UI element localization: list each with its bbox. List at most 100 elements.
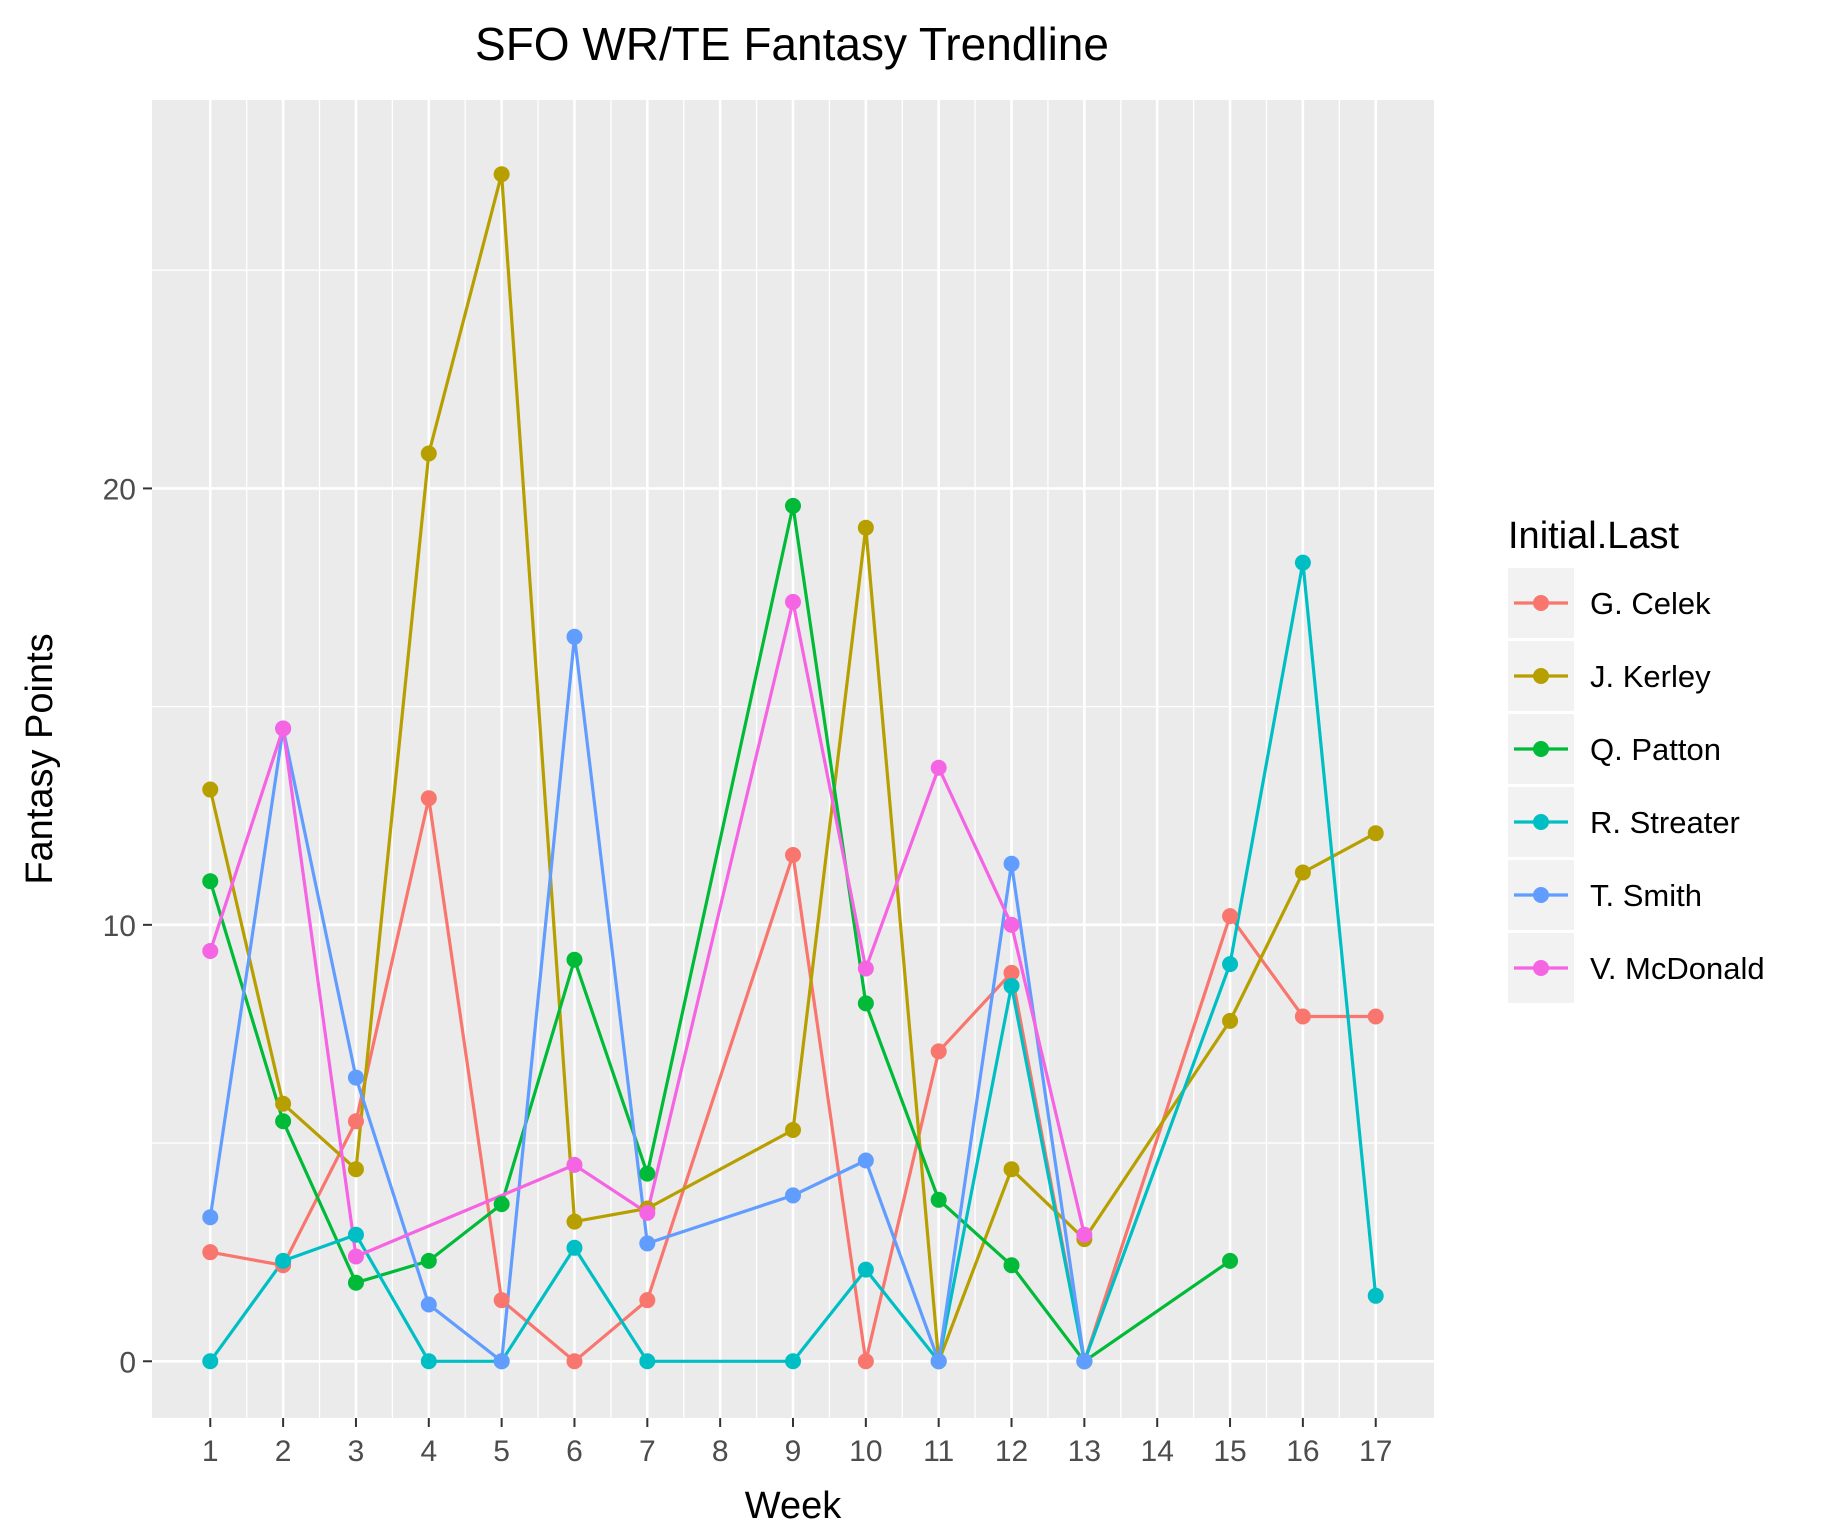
data-point bbox=[202, 781, 219, 798]
data-point bbox=[785, 847, 801, 864]
y-axis-title: Fantasy Points bbox=[19, 633, 61, 884]
data-point bbox=[1003, 855, 1020, 872]
data-point bbox=[566, 1213, 583, 1230]
data-point bbox=[930, 759, 947, 776]
legend-title: Initial.Last bbox=[1508, 515, 1680, 557]
data-point bbox=[857, 1261, 874, 1278]
x-tick-label: 6 bbox=[566, 1435, 583, 1468]
x-tick-label: 9 bbox=[785, 1435, 802, 1468]
y-tick-label: 10 bbox=[103, 910, 136, 943]
data-point bbox=[275, 1113, 292, 1130]
x-tick-label: 14 bbox=[1141, 1435, 1174, 1468]
data-point bbox=[1003, 1161, 1020, 1178]
x-tick-label: 2 bbox=[275, 1435, 292, 1468]
x-tick-label: 12 bbox=[995, 1435, 1028, 1468]
data-point bbox=[785, 1121, 801, 1138]
data-point bbox=[1367, 1287, 1384, 1304]
x-tick-label: 5 bbox=[493, 1435, 510, 1468]
data-point bbox=[1003, 916, 1020, 933]
data-point bbox=[639, 1165, 656, 1182]
data-point bbox=[566, 628, 583, 645]
data-point bbox=[857, 519, 874, 536]
data-point bbox=[420, 1353, 437, 1370]
legend-label: J. Kerley bbox=[1590, 659, 1711, 694]
x-axis: 1 2 3 4 5 6 7 8 9 10 11 12 13 14 15 16 17 bbox=[202, 1418, 1392, 1468]
data-point bbox=[347, 1113, 364, 1130]
y-tick-label: 0 bbox=[119, 1346, 136, 1379]
legend-keys: G. Celek J. Kerley Q. Patton R. Streater T. … bbox=[1508, 568, 1765, 1003]
data-point bbox=[420, 1252, 437, 1269]
data-point bbox=[857, 995, 874, 1012]
data-point bbox=[1222, 956, 1239, 973]
data-point bbox=[347, 1274, 364, 1291]
legend-key-point bbox=[1533, 960, 1549, 976]
data-point bbox=[785, 1187, 801, 1204]
legend-key-point bbox=[1533, 887, 1549, 903]
data-point bbox=[1367, 1008, 1384, 1025]
data-point bbox=[1222, 908, 1239, 925]
data-point bbox=[493, 166, 510, 183]
data-point bbox=[420, 445, 437, 462]
legend-label: R. Streater bbox=[1590, 805, 1740, 840]
data-point bbox=[639, 1292, 656, 1309]
data-point bbox=[347, 1069, 364, 1086]
data-point bbox=[1076, 1353, 1093, 1370]
data-point bbox=[275, 720, 292, 737]
legend: Initial.Last G. Celek J. Kerley Q. Patton R… bbox=[1508, 515, 1765, 1003]
data-point bbox=[639, 1353, 656, 1370]
grid-major bbox=[152, 100, 1434, 1418]
y-axis: 0 10 20 bbox=[103, 473, 152, 1379]
legend-key-point bbox=[1533, 741, 1549, 757]
x-tick-label: 8 bbox=[712, 1435, 729, 1468]
data-point bbox=[493, 1353, 510, 1370]
data-point bbox=[347, 1248, 364, 1265]
data-point bbox=[566, 1156, 583, 1173]
data-point bbox=[1003, 977, 1020, 994]
data-point bbox=[202, 1209, 219, 1226]
legend-label: T. Smith bbox=[1590, 878, 1702, 913]
data-point bbox=[930, 1043, 947, 1060]
data-point bbox=[857, 960, 874, 977]
data-point bbox=[639, 1235, 656, 1252]
x-tick-label: 13 bbox=[1068, 1435, 1101, 1468]
data-point bbox=[275, 1095, 292, 1112]
series-points bbox=[202, 166, 1384, 1370]
x-tick-label: 17 bbox=[1359, 1435, 1392, 1468]
x-axis-title: Week bbox=[745, 1485, 842, 1527]
legend-key-point bbox=[1533, 595, 1549, 611]
data-point bbox=[1294, 554, 1311, 571]
data-point bbox=[1294, 864, 1311, 881]
data-point bbox=[566, 1239, 583, 1256]
x-tick-label: 16 bbox=[1286, 1435, 1319, 1468]
x-tick-label: 4 bbox=[420, 1435, 437, 1468]
data-point bbox=[639, 1204, 656, 1221]
data-point bbox=[1367, 825, 1384, 842]
data-point bbox=[202, 943, 219, 960]
data-point bbox=[785, 593, 801, 610]
legend-label: Q. Patton bbox=[1590, 732, 1721, 767]
data-point bbox=[1222, 1252, 1239, 1269]
x-tick-label: 3 bbox=[348, 1435, 365, 1468]
data-point bbox=[1003, 1257, 1020, 1274]
legend-label: G. Celek bbox=[1590, 586, 1711, 621]
series-line bbox=[208, 600, 1086, 1259]
legend-label: V. McDonald bbox=[1590, 951, 1765, 986]
x-tick-label: 7 bbox=[639, 1435, 656, 1468]
chart-title: SFO WR/TE Fantasy Trendline bbox=[475, 18, 1109, 70]
data-point bbox=[930, 1353, 947, 1370]
data-point bbox=[493, 1196, 510, 1213]
data-point bbox=[566, 1353, 583, 1370]
legend-key-point bbox=[1533, 668, 1549, 684]
data-point bbox=[202, 1353, 219, 1370]
data-point bbox=[347, 1226, 364, 1243]
legend-key-point bbox=[1533, 814, 1549, 830]
data-point bbox=[785, 1353, 801, 1370]
data-point bbox=[347, 1161, 364, 1178]
data-point bbox=[493, 1292, 510, 1309]
data-point bbox=[1222, 1012, 1239, 1029]
data-point bbox=[566, 951, 583, 968]
data-point bbox=[857, 1152, 874, 1169]
y-tick-label: 20 bbox=[103, 473, 136, 506]
series-line bbox=[208, 635, 1086, 1363]
